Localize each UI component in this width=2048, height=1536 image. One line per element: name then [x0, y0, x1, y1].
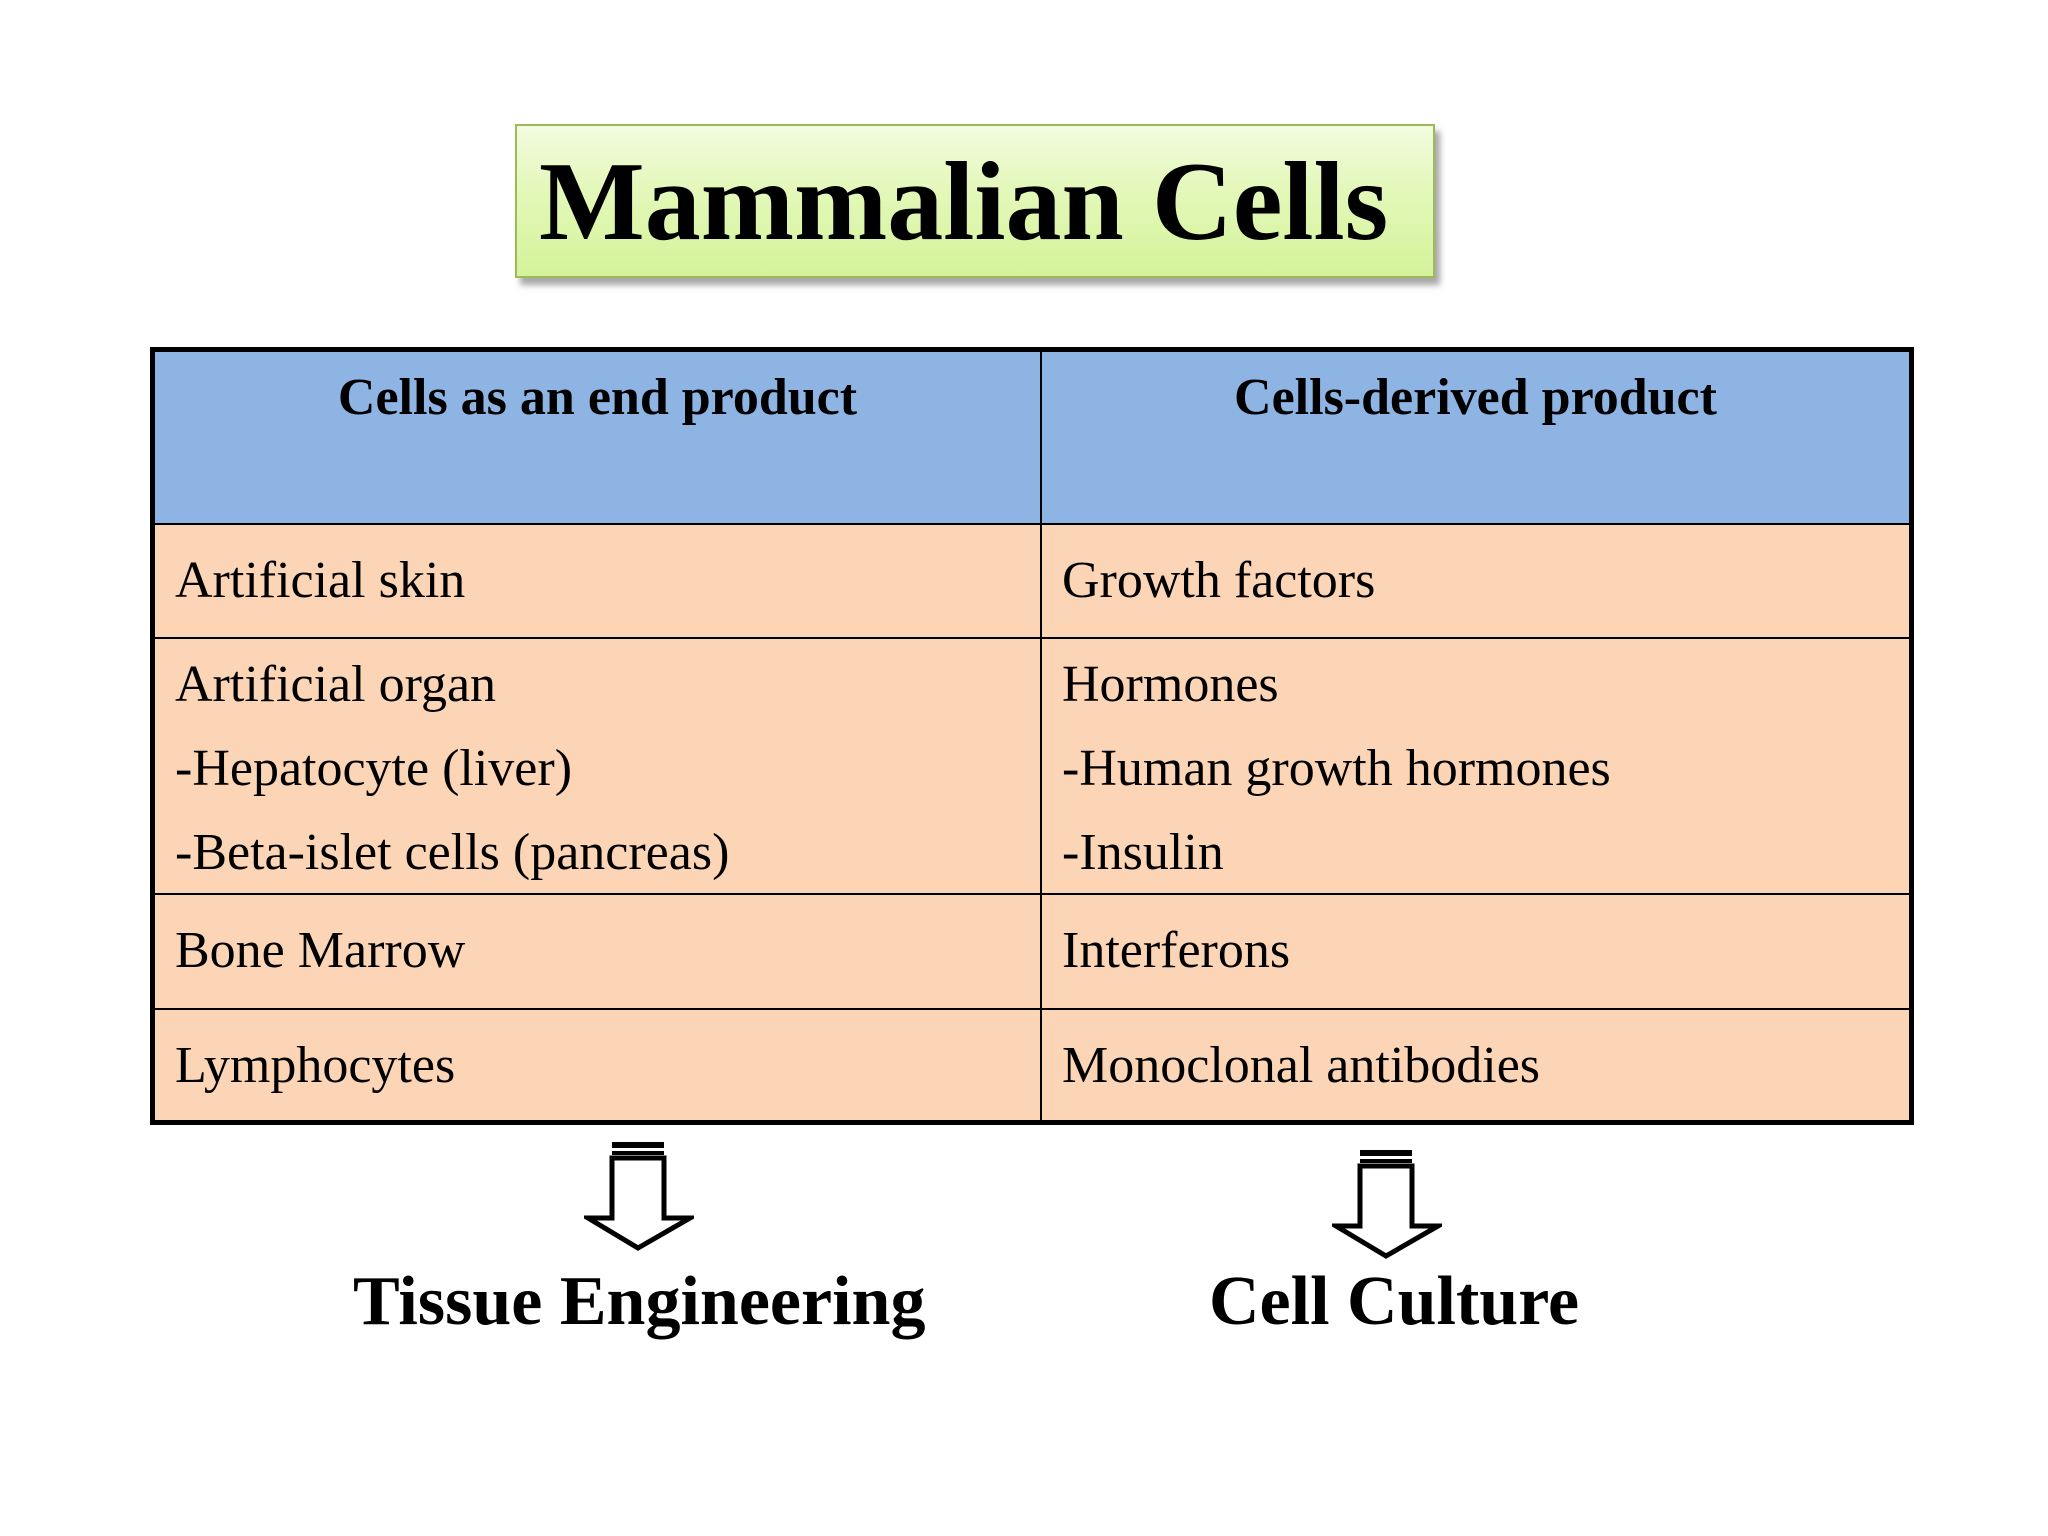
table-cell-left-row4: Lymphocytes	[155, 1010, 1042, 1120]
comparison-table: Cells as an end product Cells-derived pr…	[150, 347, 1914, 1125]
cell-line: Artificial skin	[175, 552, 466, 609]
table-header-right: Cells-derived product	[1042, 352, 1909, 525]
table-cell-left-row3: Bone Marrow	[155, 895, 1042, 1010]
table-cell-left-row1: Artificial skin	[155, 525, 1042, 639]
cell-culture-label: Cell Culture	[1209, 1263, 1580, 1340]
table-cell-right-row2: Hormones -Human growth hormones -Insulin	[1042, 639, 1909, 895]
cell-line: Monoclonal antibodies	[1062, 1037, 1541, 1094]
cell-line: Lymphocytes	[175, 1037, 456, 1094]
table-cell-left-row2: Artificial organ -Hepatocyte (liver) -Be…	[155, 639, 1042, 895]
title-box: Mammalian Cells	[515, 124, 1435, 278]
table-cell-right-row1: Growth factors	[1042, 525, 1909, 639]
slide-title: Mammalian Cells	[539, 140, 1389, 264]
down-arrow-icon	[1332, 1150, 1442, 1259]
table-header-left: Cells as an end product	[155, 352, 1042, 525]
table-cell-right-row3: Interferons	[1042, 895, 1909, 1010]
cell-line: -Human growth hormones	[1062, 740, 1611, 797]
cell-line: Hormones	[1062, 656, 1279, 713]
down-arrow-icon	[584, 1142, 694, 1251]
cell-line: -Insulin	[1062, 824, 1224, 881]
table-cell-right-row4: Monoclonal antibodies	[1042, 1010, 1909, 1120]
cell-line: -Hepatocyte (liver)	[175, 740, 573, 797]
cell-line: -Beta-islet cells (pancreas)	[175, 824, 730, 881]
cell-line: Interferons	[1062, 922, 1291, 979]
cell-line: Artificial organ	[175, 656, 497, 713]
cell-line: Bone Marrow	[175, 922, 466, 979]
cell-line: Growth factors	[1062, 552, 1376, 609]
tissue-engineering-label: Tissue Engineering	[353, 1263, 926, 1340]
